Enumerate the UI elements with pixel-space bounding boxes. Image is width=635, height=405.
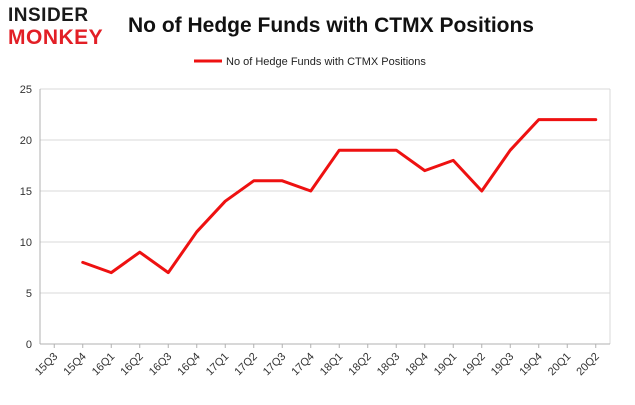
x-tick-label: 16Q1 (90, 351, 118, 379)
x-tick-label: 17Q2 (232, 351, 260, 379)
x-tick-label: 18Q4 (403, 351, 431, 379)
x-axis-tick-labels: 15Q3 15Q4 16Q1 16Q2 16Q3 16Q4 17Q1 17Q2 17Q3 17Q4… (33, 351, 602, 379)
x-tick-label: 17Q3 (261, 351, 289, 379)
gridlines (40, 88, 611, 344)
series-line (81, 118, 598, 275)
y-tick-label: 20 (20, 135, 32, 147)
y-tick-label: 15 (20, 186, 32, 198)
x-tick-label: 19Q1 (432, 351, 460, 379)
legend-label: No of Hedge Funds with CTMX Positions (226, 56, 426, 68)
insider-monkey-logo: INSIDER MONKEY (8, 6, 116, 50)
x-tick-label: 16Q2 (118, 351, 146, 379)
x-tick-label: 19Q3 (489, 351, 517, 379)
x-tick-label: 15Q4 (61, 351, 89, 379)
series-group (81, 118, 598, 275)
x-tick-label: 18Q2 (346, 351, 374, 379)
x-tick-label: 16Q4 (175, 351, 203, 379)
y-tick-label: 0 (26, 339, 32, 351)
y-tick-label: 10 (20, 237, 32, 249)
y-axis-tick-labels: 0 5 10 15 20 25 (20, 84, 32, 351)
y-tick-label: 25 (20, 84, 32, 96)
x-tick-label: 20Q2 (574, 351, 602, 379)
x-tick-label: 16Q3 (147, 351, 175, 379)
x-tick-label: 20Q1 (546, 351, 574, 379)
y-tick-label: 5 (26, 288, 32, 300)
axes (39, 89, 610, 348)
x-tick-label: 18Q1 (318, 351, 346, 379)
logo-line-1: INSIDER (8, 5, 89, 26)
x-tick-label: 15Q3 (33, 351, 61, 379)
x-tick-label: 18Q3 (375, 351, 403, 379)
logo-line-2: MONKEY (8, 26, 104, 49)
chart-title: No of Hedge Funds with CTMX Positions (128, 14, 534, 37)
x-tick-label: 19Q4 (517, 351, 545, 379)
x-tick-label: 17Q4 (289, 351, 317, 379)
x-tick-label: 19Q2 (460, 351, 488, 379)
x-tick-label: 17Q1 (204, 351, 232, 379)
legend: No of Hedge Funds with CTMX Positions (194, 56, 426, 68)
